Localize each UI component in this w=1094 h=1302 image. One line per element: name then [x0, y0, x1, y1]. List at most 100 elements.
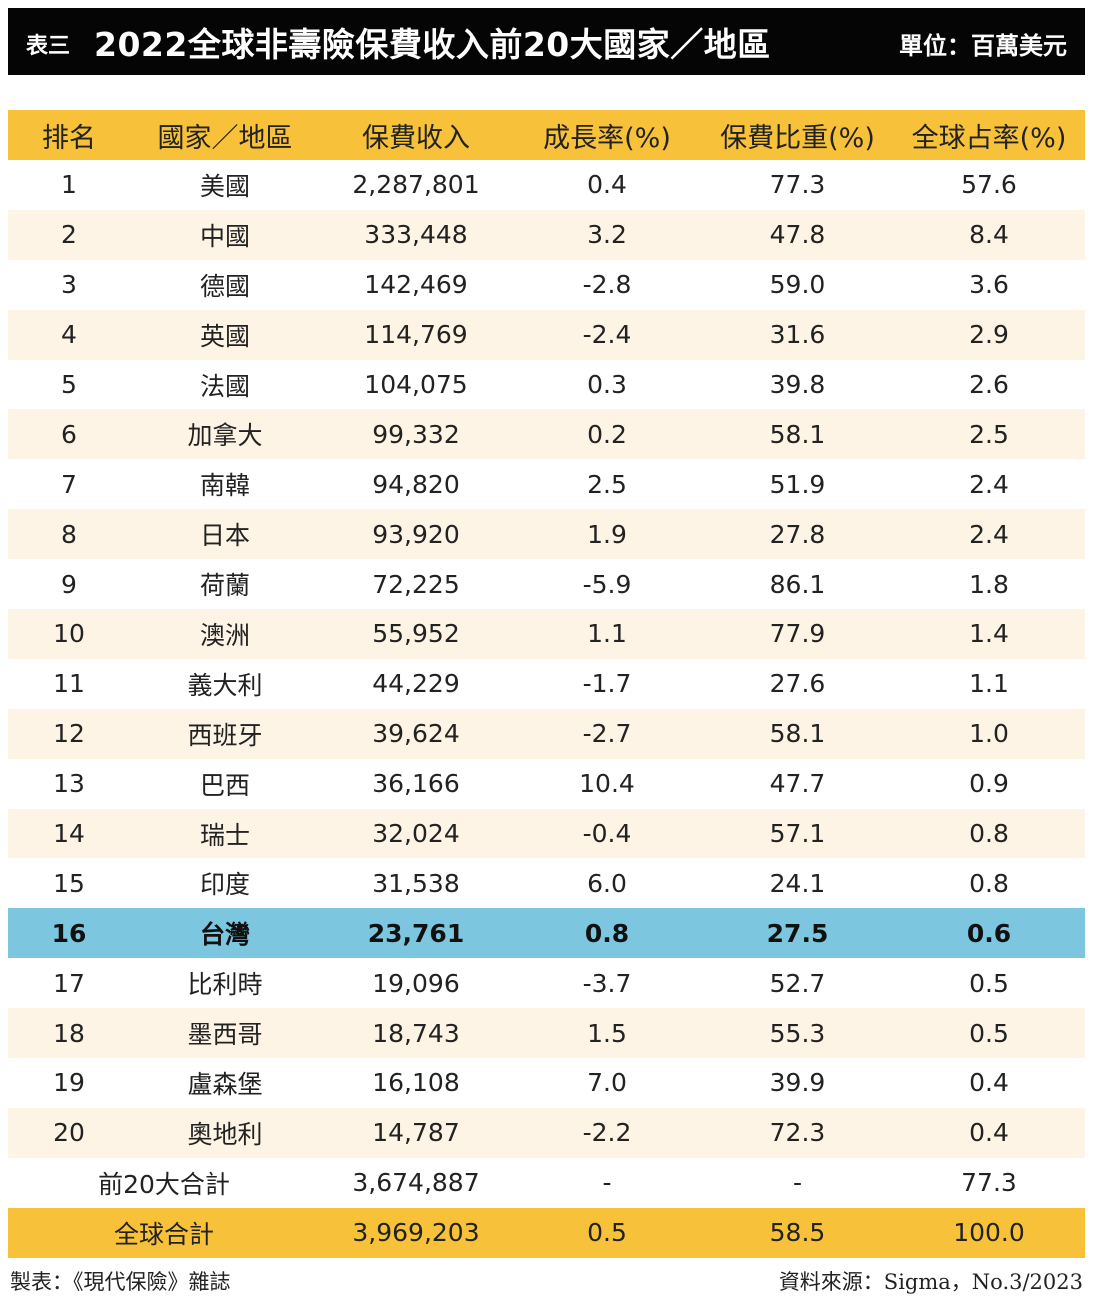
cell-region: 加拿大	[187, 421, 263, 451]
cell-growth: 6.0	[587, 868, 627, 898]
subtotal-premium: 3,674,887	[352, 1168, 480, 1198]
cell-global-share: 8.4	[969, 220, 1009, 250]
cell-rank: 14	[53, 819, 85, 849]
cell-rank: 19	[53, 1068, 85, 1098]
table-row: 4 英國 114,769 -2.4 31.6 2.9	[8, 309, 1085, 360]
cell-premium: 55,952	[372, 619, 460, 649]
column-header-growth: 成長率(%)	[543, 122, 671, 154]
cell-growth: 1.1	[587, 619, 627, 649]
cell-premium-share: 27.5	[766, 918, 829, 948]
cell-global-share: 0.4	[969, 1068, 1009, 1098]
cell-region: 美國	[199, 171, 250, 201]
cell-region: 日本	[199, 521, 250, 551]
total-label: 全球合計	[113, 1219, 214, 1249]
cell-growth: -2.8	[582, 270, 632, 300]
cell-premium: 14,787	[372, 1118, 460, 1148]
subtotal-label: 前20大合計	[98, 1169, 230, 1199]
column-header-region: 國家／地區	[157, 122, 293, 154]
cell-rank: 13	[53, 769, 85, 799]
cell-region: 奧地利	[187, 1119, 263, 1149]
table-row: 3 德國 142,469 -2.8 59.0 3.6	[8, 259, 1085, 310]
total-row: 全球合計 3,969,203 0.5 58.5 100.0	[8, 1207, 1085, 1258]
ranking-table: 排名 國家／地區 保費收入 成長率(%) 保費比重(%) 全球占率(%) 1 美國…	[8, 110, 1085, 1258]
cell-premium: 114,769	[364, 320, 468, 350]
cell-global-share: 0.5	[969, 1018, 1009, 1048]
cell-premium-share: 57.1	[769, 819, 826, 849]
cell-premium-share: 55.3	[769, 1018, 826, 1048]
cell-premium-share: 52.7	[769, 968, 826, 998]
column-header-global-share: 全球占率(%)	[911, 122, 1067, 154]
column-header-rank: 排名	[42, 122, 96, 154]
total-premium-share: 58.5	[769, 1218, 826, 1248]
cell-premium-share: 27.8	[769, 519, 826, 549]
subtotal-row: 前20大合計 3,674,887 - - 77.3	[8, 1157, 1085, 1208]
cell-premium: 31,538	[372, 868, 460, 898]
cell-region: 比利時	[187, 970, 263, 1000]
table-title: 2022全球非壽險保費收入前20大國家／地區	[94, 25, 771, 64]
cell-premium: 93,920	[372, 519, 460, 549]
cell-rank: 5	[61, 370, 77, 399]
column-header-premium-share: 保費比重(%)	[720, 122, 875, 154]
table-row: 5 法國 104,075 0.3 39.8 2.6	[8, 359, 1085, 410]
cell-rank: 7	[61, 469, 77, 499]
unit-label: 單位：百萬美元	[899, 32, 1067, 60]
cell-rank: 3	[61, 270, 77, 300]
subtotal-global-share: 77.3	[961, 1168, 1017, 1198]
table-row: 14 瑞士 32,024 -0.4 57.1 0.8	[8, 808, 1085, 859]
cell-global-share: 2.6	[969, 370, 1009, 399]
cell-premium: 39,624	[372, 719, 460, 749]
subtotal-premium-share: -	[792, 1168, 803, 1198]
cell-region: 義大利	[187, 670, 263, 700]
cell-premium: 23,761	[367, 918, 465, 948]
cell-rank: 17	[53, 968, 85, 998]
cell-rank: 18	[53, 1018, 85, 1048]
cell-premium-share: 59.0	[769, 270, 826, 300]
cell-region: 中國	[199, 221, 250, 251]
table-row: 1 美國 2,287,801 0.4 77.3 57.6	[8, 160, 1085, 210]
cell-global-share: 0.8	[969, 868, 1009, 898]
cell-global-share: 57.6	[961, 170, 1017, 200]
cell-premium: 19,096	[372, 968, 460, 998]
cell-premium: 142,469	[364, 270, 468, 300]
cell-premium-share: 47.8	[769, 220, 826, 250]
cell-premium: 104,075	[364, 370, 468, 399]
table-row: 10 澳洲 55,952 1.1 77.9 1.4	[8, 609, 1085, 659]
total-global-share: 100.0	[953, 1218, 1025, 1248]
cell-rank: 2	[61, 220, 77, 250]
cell-premium-share: 39.8	[769, 370, 826, 399]
cell-growth: 1.5	[587, 1018, 627, 1048]
cell-global-share: 1.1	[969, 669, 1009, 699]
cell-premium-share: 39.9	[769, 1068, 826, 1098]
cell-growth: 2.5	[587, 469, 627, 499]
cell-growth: 0.2	[587, 419, 627, 449]
table-body: 1 美國 2,287,801 0.4 77.3 57.6 2 中國 333,448 3.2 47.8…	[8, 160, 1085, 1158]
cell-rank: 6	[61, 419, 77, 449]
cell-rank: 12	[53, 719, 85, 749]
cell-rank: 4	[61, 320, 77, 350]
cell-rank: 9	[61, 569, 77, 599]
cell-global-share: 3.6	[969, 270, 1009, 300]
table-row: 18 墨西哥 18,743 1.5 55.3 0.5	[8, 1008, 1085, 1059]
cell-growth: -1.7	[582, 669, 632, 699]
cell-growth: 10.4	[579, 769, 635, 799]
cell-growth: 0.4	[587, 170, 627, 200]
cell-growth: 7.0	[587, 1068, 627, 1098]
cell-premium: 94,820	[372, 469, 460, 499]
table-row: 17 比利時 19,096 -3.7 52.7 0.5	[8, 958, 1085, 1009]
cell-growth: -2.7	[582, 719, 632, 749]
table-row: 12 西班牙 39,624 -2.7 58.1 1.0	[8, 708, 1085, 759]
cell-growth: -2.2	[582, 1118, 632, 1148]
cell-global-share: 0.9	[969, 769, 1009, 799]
cell-premium: 99,332	[372, 419, 460, 449]
cell-region: 印度	[199, 870, 250, 900]
cell-global-share: 0.8	[969, 819, 1009, 849]
cell-growth: -3.7	[582, 968, 632, 998]
cell-global-share: 2.4	[969, 519, 1009, 549]
cell-rank: 15	[53, 868, 85, 898]
cell-premium: 36,166	[372, 769, 460, 799]
cell-premium-share: 86.1	[769, 569, 826, 599]
table-row: 6 加拿大 99,332 0.2 58.1 2.5	[8, 409, 1085, 460]
cell-premium-share: 31.6	[769, 320, 826, 350]
cell-growth: 0.8	[584, 918, 630, 948]
cell-premium: 32,024	[372, 819, 460, 849]
